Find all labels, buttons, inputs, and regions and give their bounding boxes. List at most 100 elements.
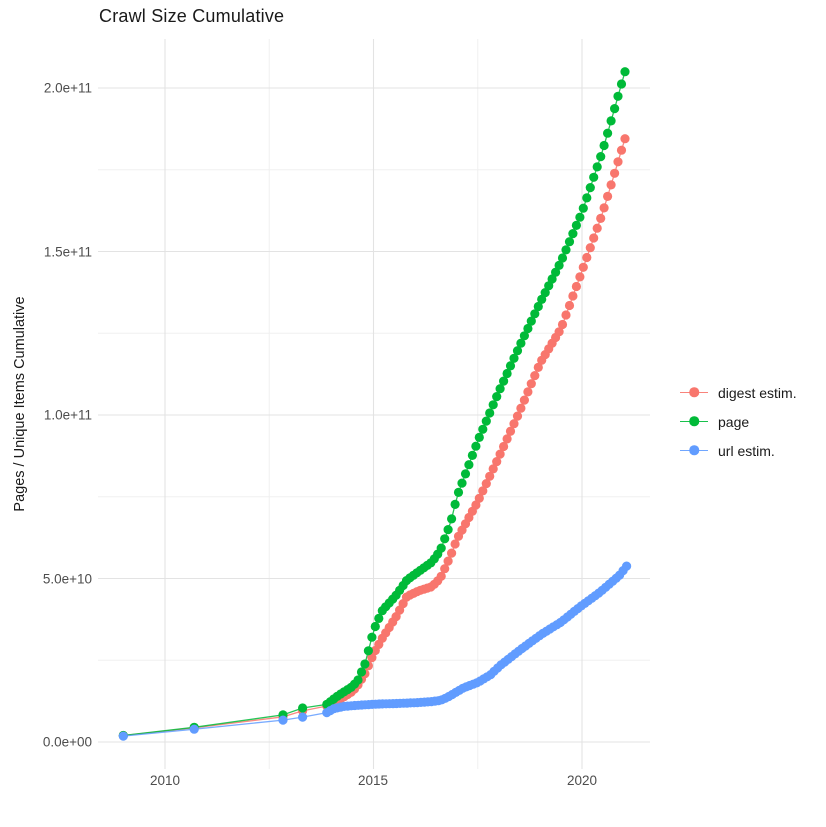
- data-point: [467, 450, 477, 460]
- data-point: [620, 134, 630, 144]
- data-point: [492, 457, 502, 467]
- data-point: [540, 288, 550, 298]
- data-point: [571, 281, 582, 292]
- data-point: [561, 310, 571, 320]
- data-point: [481, 416, 491, 426]
- y-tick-label-1e11: 1.0e+11: [43, 407, 92, 423]
- data-point: [374, 613, 384, 624]
- data-point: [582, 252, 592, 263]
- data-point: [370, 621, 380, 632]
- data-point: [603, 191, 613, 201]
- data-point: [360, 659, 370, 669]
- data-point: [443, 556, 453, 566]
- data-point: [589, 233, 599, 243]
- data-point: [499, 441, 509, 452]
- data-point: [523, 387, 533, 397]
- legend-key-page-icon: [680, 412, 708, 430]
- data-point: [471, 441, 481, 451]
- y-tick-label-0: 0.0e+00: [42, 734, 92, 750]
- data-point: [616, 145, 627, 155]
- legend-label-digest: digest estim.: [718, 385, 797, 401]
- data-point: [516, 338, 526, 348]
- data-point: [557, 253, 568, 263]
- data-point: [592, 223, 602, 233]
- series-line-digest-estim-: [123, 138, 626, 737]
- data-point: [564, 300, 575, 311]
- data-point: [603, 128, 613, 138]
- data-point: [575, 212, 585, 222]
- data-point: [578, 262, 588, 272]
- data-point: [440, 564, 450, 574]
- data-point: [561, 245, 571, 255]
- data-point: [578, 203, 588, 213]
- data-point: [450, 539, 460, 549]
- data-point: [367, 653, 377, 663]
- data-point: [450, 499, 460, 509]
- data-point: [606, 180, 616, 190]
- data-point: [533, 301, 543, 312]
- data-point: [582, 193, 592, 203]
- data-point: [474, 493, 484, 503]
- data-point: [457, 478, 467, 488]
- y-axis-title-text: Pages / Unique Items Cumulative: [12, 296, 28, 512]
- data-point: [118, 731, 128, 741]
- data-point: [557, 319, 568, 330]
- legend-key-url-icon: [680, 441, 708, 459]
- data-point: [585, 243, 595, 253]
- data-point: [585, 183, 595, 193]
- data-point: [509, 419, 519, 429]
- data-point: [440, 534, 450, 544]
- data-point: [478, 486, 488, 496]
- data-point: [478, 424, 488, 434]
- data-point: [589, 172, 599, 182]
- data-point: [474, 432, 484, 442]
- data-point: [447, 548, 457, 558]
- data-point: [481, 479, 491, 489]
- chart-title: Crawl Size Cumulative: [99, 6, 285, 26]
- data-point: [485, 408, 495, 418]
- data-point: [505, 361, 516, 371]
- data-point: [554, 260, 564, 270]
- legend-label-url: url estim.: [718, 443, 775, 459]
- data-point: [278, 715, 288, 725]
- data-point: [606, 116, 616, 126]
- data-point: [575, 272, 585, 282]
- data-point: [519, 331, 530, 341]
- data-point: [499, 376, 509, 386]
- data-point: [453, 487, 464, 497]
- data-point: [568, 291, 578, 301]
- data-point: [551, 267, 561, 277]
- data-point: [502, 434, 512, 444]
- data-point: [443, 525, 453, 535]
- data-point: [298, 703, 308, 713]
- data-point: [505, 426, 516, 436]
- data-point: [596, 213, 606, 223]
- data-point: [537, 294, 547, 304]
- data-point: [488, 464, 498, 474]
- data-point: [564, 237, 575, 247]
- data-point: [616, 79, 627, 89]
- data-point: [460, 469, 471, 479]
- data-point: [596, 152, 606, 162]
- data-point: [512, 346, 523, 356]
- data-point: [356, 667, 367, 677]
- data-point: [571, 220, 582, 230]
- data-point: [530, 309, 540, 319]
- data-point: [495, 449, 505, 459]
- data-point: [298, 712, 308, 722]
- data-point: [547, 274, 557, 284]
- data-point: [613, 91, 623, 101]
- data-point: [447, 514, 457, 524]
- data-point: [599, 140, 609, 151]
- data-point: [367, 632, 377, 642]
- data-point: [544, 281, 554, 291]
- data-point: [610, 168, 620, 178]
- data-point: [613, 157, 623, 167]
- data-point: [526, 316, 536, 326]
- data-point: [599, 203, 609, 213]
- data-point: [485, 471, 495, 481]
- data-point: [568, 229, 578, 239]
- data-point: [436, 571, 446, 581]
